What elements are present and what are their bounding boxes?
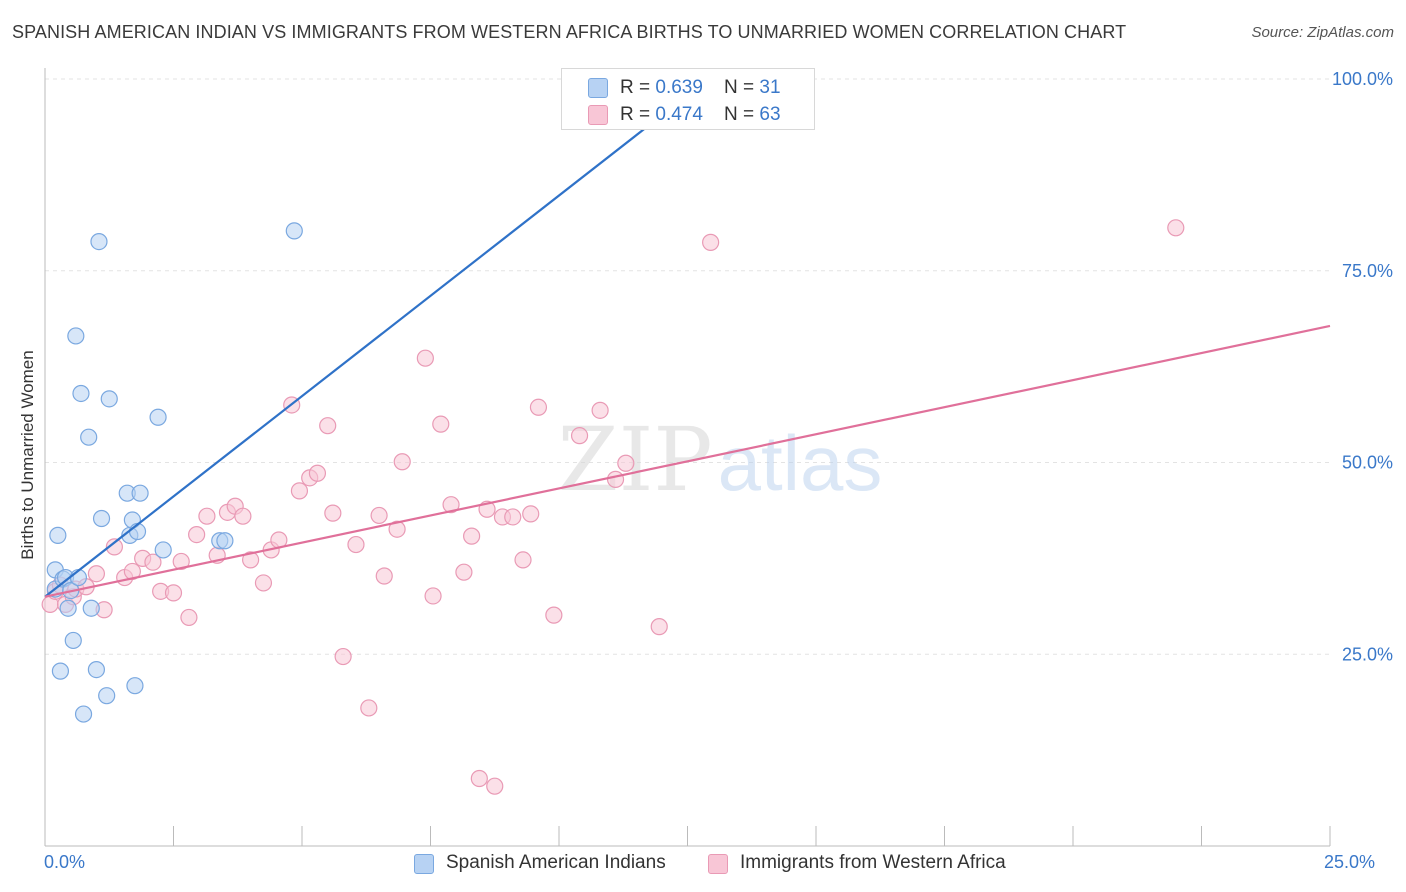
western-africa-point (606, 470, 625, 488)
western-africa-point (470, 769, 488, 788)
spanish-american-indian-point (49, 526, 67, 544)
spanish-american-indian-point (59, 599, 77, 617)
y-tick-label: 75.0% (1342, 261, 1393, 281)
x-tick-label-min: 0.0% (44, 852, 86, 872)
western-africa-point (591, 401, 609, 419)
western-africa-point (144, 553, 162, 571)
western-africa-point (324, 504, 342, 522)
spanish-american-indian-point (64, 631, 82, 650)
spanish-american-indian-point (87, 660, 106, 679)
bottom-legend-swatch-pink (708, 854, 728, 874)
r-label: R = (620, 104, 656, 125)
western-africa-point (290, 482, 309, 500)
watermark-atlas: atlas (718, 419, 883, 507)
western-africa-point (87, 565, 106, 583)
western-africa-point (360, 699, 378, 717)
western-africa-point (455, 563, 473, 581)
spanish-american-indian-point (72, 384, 90, 403)
spanish-american-indian-point (285, 222, 303, 240)
n-label: N = (724, 77, 760, 98)
axes (44, 68, 1331, 847)
western-africa-point (393, 453, 411, 471)
spanish-american-indian-point (126, 677, 144, 695)
trend-lines (44, 74, 1331, 598)
western-africa-point (702, 233, 720, 251)
western-africa-point (486, 777, 504, 795)
spanish-american-indian-point (131, 484, 149, 502)
western-africa-point (164, 584, 183, 602)
western-africa-point (188, 525, 206, 544)
spanish-american-indian-point (216, 532, 234, 550)
western-africa-point (388, 520, 406, 538)
n-label: N = (724, 104, 760, 125)
western-africa-point (463, 527, 481, 545)
western-africa-point (180, 608, 198, 627)
western-africa-point (347, 535, 365, 554)
western-africa-point (545, 606, 563, 624)
spanish-american-indian-point (80, 428, 98, 446)
bottom-legend-label-series1: Spanish American Indians (446, 852, 666, 873)
spanish-american-indian-point (149, 408, 167, 426)
r-value: 0.639 (655, 77, 703, 98)
r-label: R = (620, 77, 656, 98)
correlation-legend: R = 0.639 N = 31 R = 0.474 N = 63 (561, 68, 815, 130)
legend-text-series1: R = 0.639 N = 31 (620, 77, 781, 99)
western-africa-point (570, 427, 589, 445)
western-africa-point (375, 567, 393, 585)
western-africa-point (504, 508, 522, 526)
western-africa-point (308, 464, 327, 482)
legend-swatch-blue (588, 78, 608, 98)
bottom-legend-swatch-blue (414, 854, 434, 874)
western-africa-point (650, 618, 668, 636)
western-africa-point (198, 507, 216, 525)
western-africa-point (514, 551, 532, 569)
n-value: 31 (759, 77, 781, 98)
western-africa-point (370, 506, 388, 525)
spanish-american-indian-point (154, 541, 172, 559)
western-africa-point (424, 587, 442, 605)
western-africa-point (529, 398, 548, 416)
y-tick-label: 100.0% (1332, 69, 1393, 89)
y-tick-label: 50.0% (1342, 453, 1393, 473)
trend-line-western-africa (44, 324, 1331, 598)
watermark-zip: ZIP (557, 408, 712, 511)
spanish-american-indian-point (98, 687, 116, 705)
spanish-american-indian-point (90, 233, 108, 251)
spanish-american-indian-point (128, 522, 147, 541)
western-africa-point (432, 415, 450, 433)
x-tick-label-max: 25.0% (1324, 852, 1376, 872)
y-tick-labels: 25.0% 50.0% 75.0% 100.0% (1332, 69, 1393, 664)
western-africa-point (442, 496, 460, 514)
western-africa-point (334, 647, 352, 666)
western-africa-point (172, 552, 190, 571)
western-africa-point (105, 538, 123, 556)
western-africa-point (242, 551, 260, 569)
western-africa-point (1167, 219, 1185, 237)
legend-text-series2: R = 0.474 N = 63 (620, 104, 781, 126)
n-value: 63 (759, 104, 781, 125)
bottom-legend-label-series2: Immigrants from Western Africa (740, 852, 1006, 873)
spanish-american-indian-point (92, 509, 111, 528)
spanish-american-indian-point (74, 705, 93, 723)
western-africa-point (416, 349, 434, 367)
western-africa-point (319, 417, 337, 435)
legend-swatch-pink (588, 105, 608, 125)
chart-title: SPANISH AMERICAN INDIAN VS IMMIGRANTS FR… (12, 22, 1127, 42)
western-africa-point (617, 454, 635, 472)
spanish-american-indian-point (100, 390, 118, 408)
source-label: Source: ZipAtlas.com (1251, 24, 1394, 41)
spanish-american-indian-point (82, 599, 100, 617)
series-spanish-american-indian-points (46, 222, 303, 723)
western-africa-point (254, 574, 273, 592)
spanish-american-indian-point (51, 662, 70, 680)
western-africa-point (522, 505, 540, 523)
trend-line-spanish-american-indian (44, 74, 714, 598)
r-value: 0.474 (655, 104, 703, 125)
western-africa-point (234, 507, 252, 525)
spanish-american-indian-point (67, 327, 85, 345)
y-tick-label: 25.0% (1342, 644, 1393, 664)
